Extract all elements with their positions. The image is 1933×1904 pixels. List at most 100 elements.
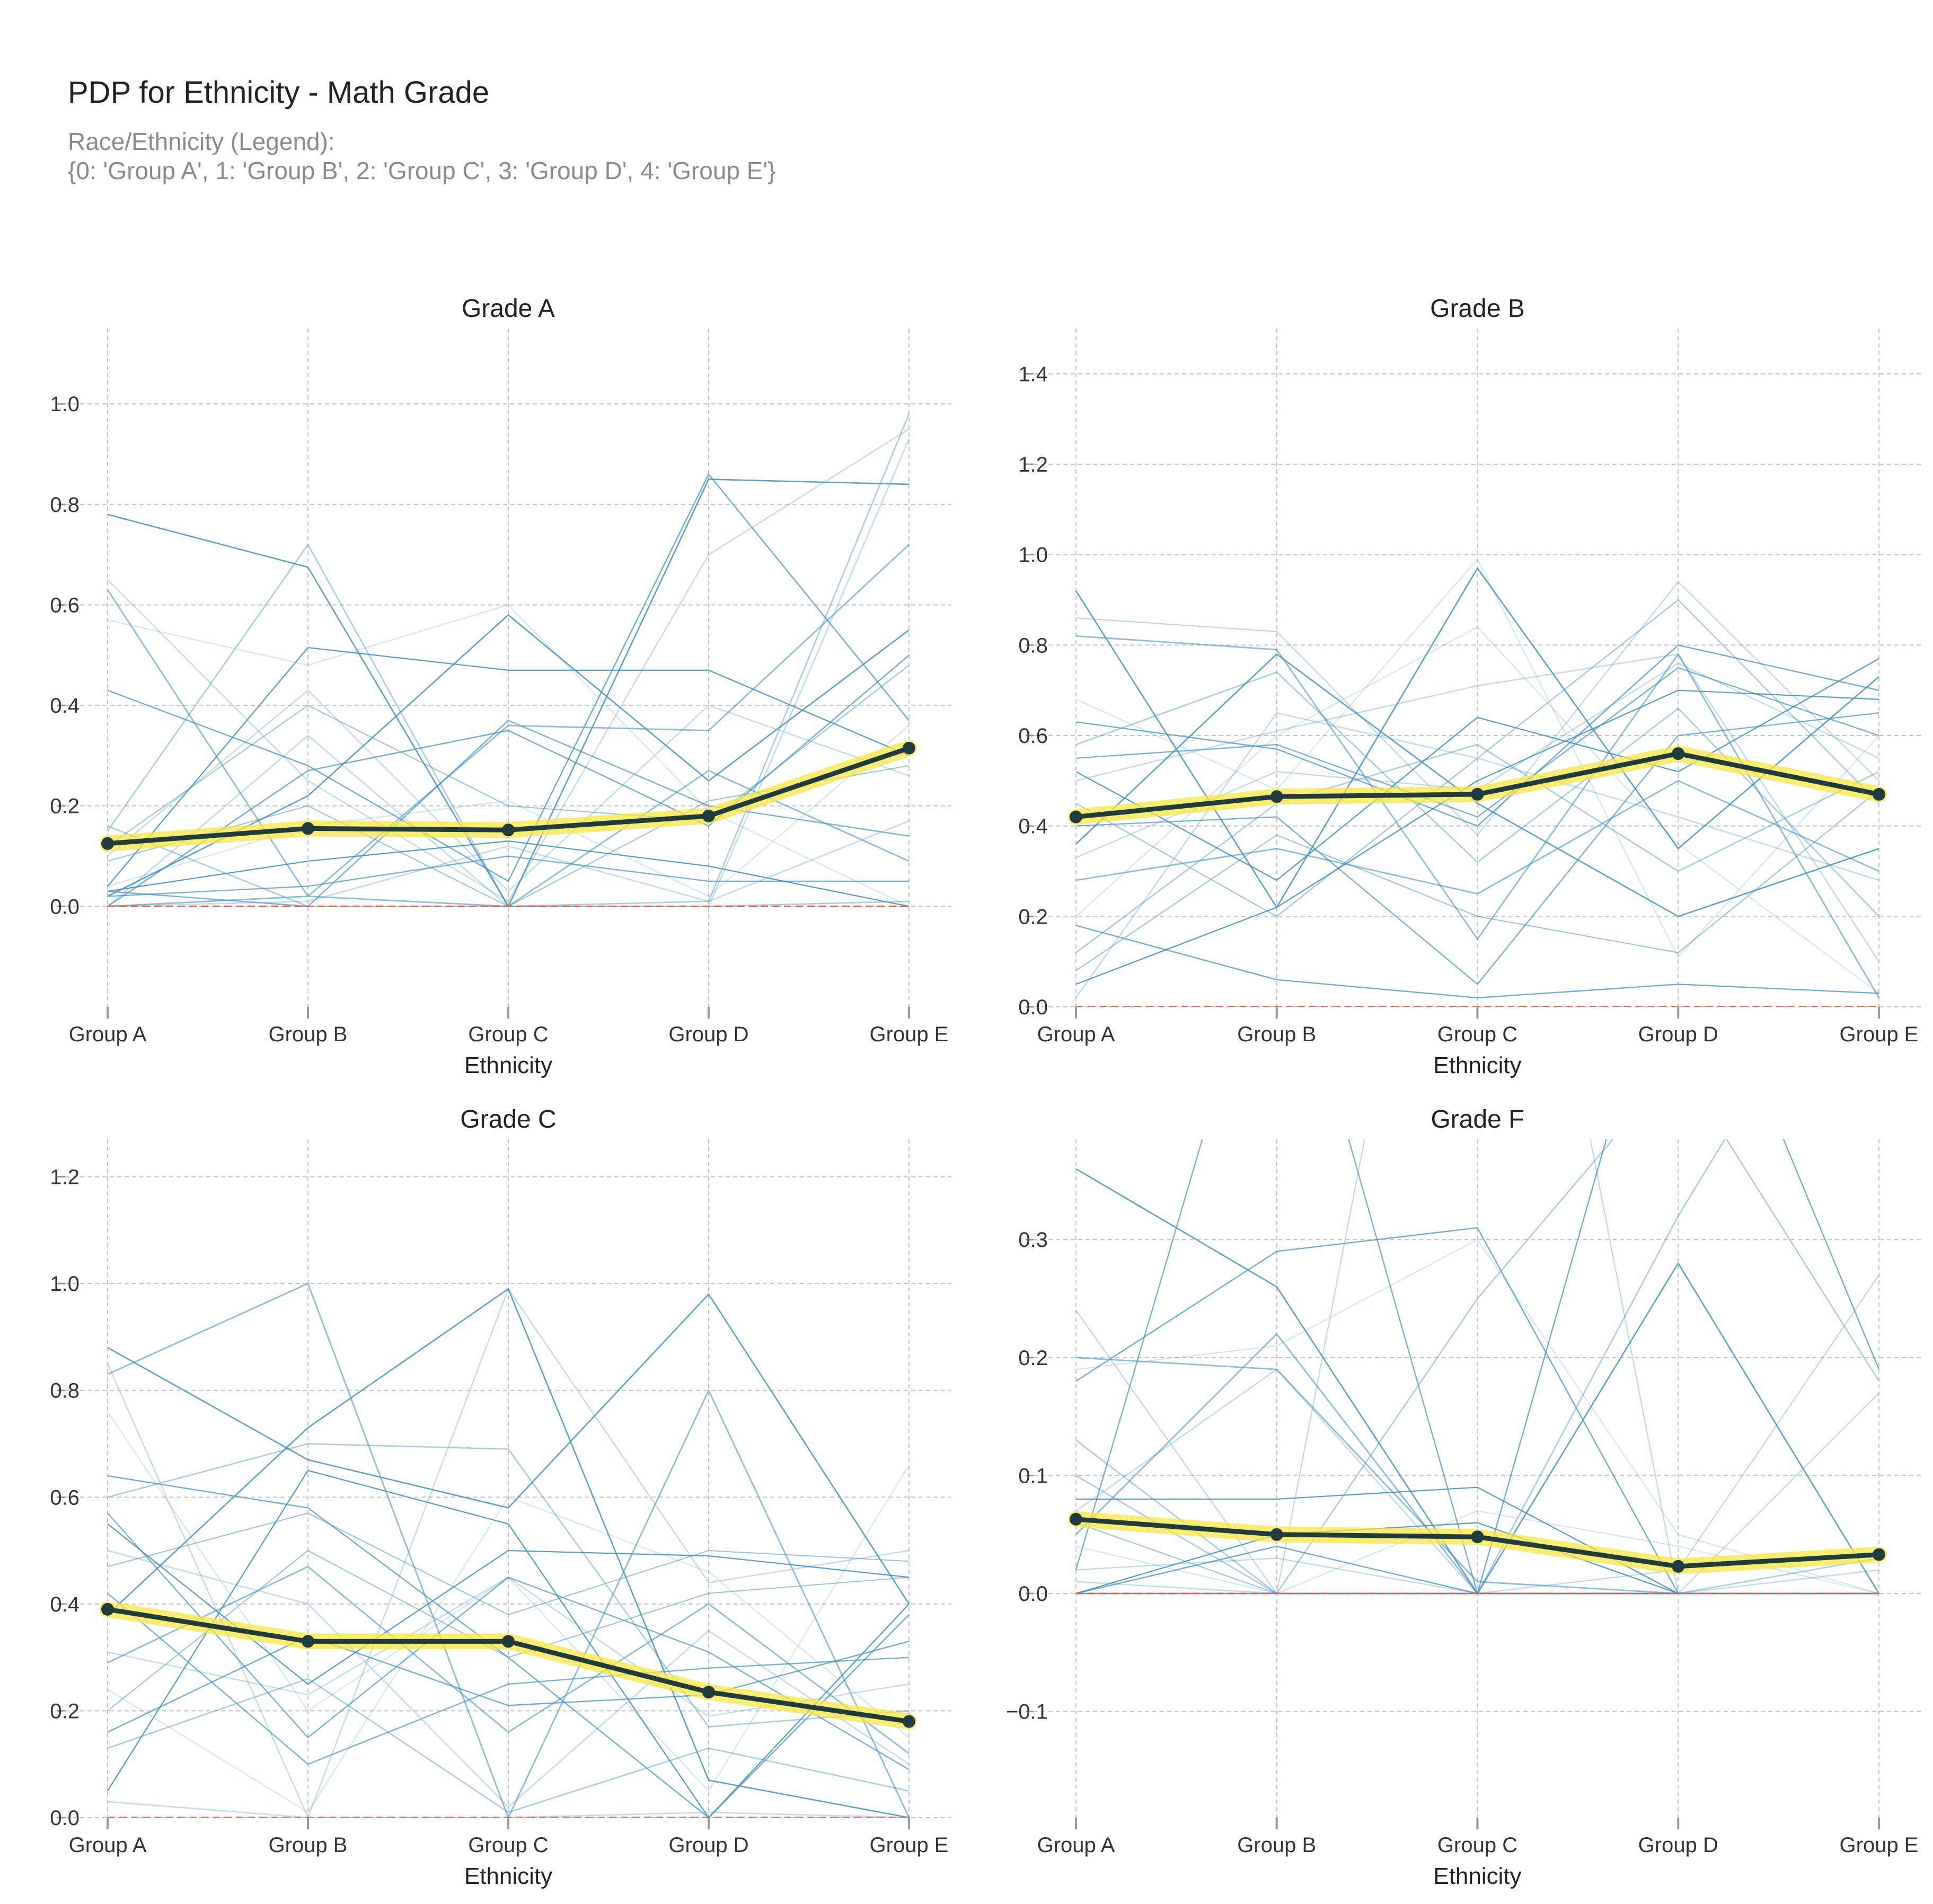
panel-title: Grade A xyxy=(462,295,555,323)
figure-title: PDP for Ethnicity - Math Grade xyxy=(68,75,490,110)
ice-line xyxy=(107,1550,910,1712)
y-tick-label: 0.2 xyxy=(50,795,80,818)
panel-title: Grade C xyxy=(460,1105,556,1133)
ice-line xyxy=(1075,653,1879,917)
ice-line xyxy=(1075,1139,1879,1595)
pdp-point xyxy=(1873,1548,1885,1561)
y-tick-label: 0.6 xyxy=(50,594,80,617)
x-tick-label: Group C xyxy=(1437,1023,1517,1046)
x-tick-label: Group D xyxy=(1638,1023,1718,1046)
y-tick-label: 1.2 xyxy=(50,1166,80,1189)
x-tick-label: Group A xyxy=(69,1834,147,1857)
ice-line xyxy=(107,604,910,907)
ice-line xyxy=(107,647,910,887)
subtitle-line-1: Race/Ethnicity (Legend): xyxy=(68,127,335,155)
pdp-point xyxy=(702,809,715,822)
ice-line xyxy=(107,1288,910,1818)
ice-line xyxy=(107,1592,910,1765)
ice-line xyxy=(1075,599,1879,917)
ice-line xyxy=(107,720,910,907)
ice-line xyxy=(107,840,910,907)
pdp-point xyxy=(1070,1512,1082,1526)
y-tick-label: 0.4 xyxy=(50,1593,80,1616)
x-tick-label: Group A xyxy=(1037,1834,1115,1857)
pdp-point xyxy=(302,822,314,835)
y-tick-label: 0.0 xyxy=(1018,1582,1048,1606)
y-tick-label: 0.2 xyxy=(1018,1347,1048,1370)
y-tick-label: 0.1 xyxy=(1018,1464,1048,1487)
y-tick-label: 0.0 xyxy=(50,1806,80,1830)
ice-line xyxy=(1075,925,1879,999)
panel-grade-c: 0.0 0.2 0.4 0.6 0.8 1.0 1.2 Group A Group B Group… xyxy=(50,1105,951,1889)
x-axis-title: Ethnicity xyxy=(464,1052,552,1078)
ice-line xyxy=(107,1678,910,1813)
x-axis-title: Ethnicity xyxy=(1433,1863,1521,1889)
x-tick-label: Group A xyxy=(1037,1023,1115,1046)
x-tick-label: Group E xyxy=(870,1834,949,1857)
y-tick-label: 0.0 xyxy=(50,895,80,918)
x-axis-title: Ethnicity xyxy=(1433,1052,1521,1078)
x-tick-label: Group D xyxy=(1638,1834,1718,1857)
panel-grade-b: 0.0 0.2 0.4 0.6 0.8 1.0 1.2 1.4 Group A Group B Gr… xyxy=(1018,295,1921,1078)
ice-line xyxy=(1075,581,1879,836)
pdp-point xyxy=(502,823,515,837)
x-tick-label: Group B xyxy=(269,1023,348,1046)
y-tick-label: 0.2 xyxy=(1018,905,1048,928)
pdp-point xyxy=(1873,787,1885,801)
y-tick-label: 0.8 xyxy=(50,493,80,517)
ice-line xyxy=(1075,712,1879,985)
ice-line xyxy=(107,1549,910,1808)
panel-title: Grade B xyxy=(1430,295,1525,323)
pdp-point xyxy=(502,1635,515,1648)
pdp-point xyxy=(101,1602,114,1616)
figure-header: PDP for Ethnicity - Math Grade Race/Ethn… xyxy=(68,74,776,185)
pdp-point xyxy=(903,741,915,755)
data-lines xyxy=(100,413,917,907)
x-tick-label: Group B xyxy=(1237,1023,1316,1046)
y-tick-label: 0.4 xyxy=(1018,815,1048,838)
ice-line xyxy=(1075,667,1879,818)
ice-line xyxy=(107,820,910,907)
x-tick-label: Group B xyxy=(1237,1834,1316,1857)
pdp-point xyxy=(1672,747,1685,760)
x-tick-label: Group D xyxy=(668,1023,748,1046)
y-tick-label: 0.4 xyxy=(50,694,80,718)
ice-line xyxy=(107,1293,910,1605)
ice-line xyxy=(107,1512,910,1770)
y-tick-label: 0.8 xyxy=(50,1379,80,1403)
ice-line xyxy=(1075,743,1879,953)
y-tick-label: 1.0 xyxy=(50,1272,80,1296)
pdp-point xyxy=(1070,810,1082,823)
x-tick-label: Group D xyxy=(668,1834,748,1857)
ice-line xyxy=(107,689,910,892)
y-tick-label: 0.2 xyxy=(50,1699,80,1723)
ice-line xyxy=(107,1512,910,1616)
ice-line xyxy=(107,1288,910,1818)
ice-line xyxy=(107,1469,910,1818)
ice-line xyxy=(107,1565,910,1755)
y-tick-label: 1.4 xyxy=(1018,362,1048,386)
ice-line xyxy=(1075,653,1880,962)
ice-line xyxy=(1075,780,1879,895)
y-tick-label: 0.0 xyxy=(1018,996,1048,1019)
data-lines xyxy=(1068,1139,1887,1595)
ice-line xyxy=(1075,789,1879,971)
pdp-point xyxy=(702,1686,715,1699)
y-tick-label: 0.3 xyxy=(1018,1228,1048,1252)
ice-line xyxy=(107,1801,910,1818)
pdp-point xyxy=(1270,1528,1283,1541)
x-tick-label: Group C xyxy=(468,1834,548,1857)
data-lines xyxy=(1068,559,1887,1007)
y-tick-label: −0.1 xyxy=(1006,1701,1048,1724)
ice-line xyxy=(107,1443,910,1728)
y-tick-label: 0.8 xyxy=(1018,634,1048,657)
x-tick-label: Group E xyxy=(1840,1834,1919,1857)
ice-line xyxy=(1075,671,1879,917)
y-tick-label: 1.0 xyxy=(50,393,80,416)
ice-line xyxy=(107,855,909,897)
pdp-point xyxy=(302,1635,314,1648)
pdp-point xyxy=(1270,790,1283,803)
figure-subtitle: Race/Ethnicity (Legend): {0: 'Group A', … xyxy=(68,127,776,185)
y-tick-label: 1.2 xyxy=(1018,453,1048,476)
x-axis-title: Ethnicity xyxy=(464,1863,552,1889)
